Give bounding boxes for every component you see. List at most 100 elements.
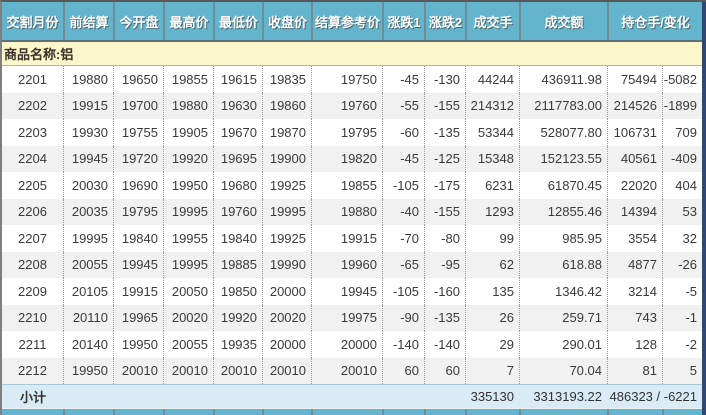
product-name-row: 商品名称:铝: [2, 42, 702, 66]
cell-close: 19990: [262, 251, 311, 278]
subtotal-row: 小计 335130 3313193.22 486323 / -6221: [2, 384, 702, 408]
cell-low: 19680: [213, 172, 262, 199]
cell-change1: -45: [382, 145, 424, 172]
cell-settlement-reference: 19855: [311, 172, 382, 199]
cell-change2: -175: [424, 172, 465, 199]
cell-low: 19920: [213, 304, 262, 331]
cell-high: 19950: [163, 172, 213, 199]
cell-open: 19755: [113, 119, 163, 146]
cell-low: 19630: [213, 92, 262, 119]
cell-change1: -55: [382, 92, 424, 119]
cell-close: 19900: [262, 145, 311, 172]
header-cell-volume: 成交手: [465, 2, 519, 40]
cell-oi-change: -26: [662, 251, 702, 278]
cell-change1: -60: [382, 119, 424, 146]
cell-close: 19860: [262, 92, 311, 119]
cell-change2: -155: [424, 198, 465, 225]
cell-change1: -70: [382, 225, 424, 252]
cell-prev-settlement: 19915: [63, 92, 113, 119]
cell-volume: 135: [465, 278, 519, 305]
cell-high: 19995: [163, 198, 213, 225]
cell-delivery-month: 2212: [18, 363, 47, 379]
strip-segment: [662, 409, 702, 415]
cell-close: 19925: [262, 225, 311, 252]
cell-oi-change: 709: [662, 119, 702, 146]
cell-turnover: 259.71: [519, 304, 607, 331]
cell-oi-change: -5082: [662, 66, 702, 93]
cell-high: 19855: [163, 66, 213, 93]
cell-oi-change: -1: [662, 304, 702, 331]
cell-volume: 7: [465, 357, 519, 384]
cell-open-interest: 106731: [607, 119, 662, 146]
cell-turnover: 2117783.00: [519, 92, 607, 119]
cell-oi-change: 32: [662, 225, 702, 252]
strip-segment: [262, 409, 311, 415]
cell-settlement-reference: 20010: [311, 357, 382, 384]
cell-prev-settlement: 19995: [63, 225, 113, 252]
cell-change2: -135: [424, 304, 465, 331]
cell-prev-settlement: 19945: [63, 145, 113, 172]
cell-change1: -40: [382, 198, 424, 225]
table-row-2209: 2209 20105 19915 20050 19850 20000 19945 -105 -1…: [2, 278, 702, 305]
cell-volume: 53344: [465, 119, 519, 146]
subtotal-volume: 335130: [470, 389, 514, 404]
cell-low: 19850: [213, 278, 262, 305]
table-row-2208: 2208 20055 19945 19995 19885 19990 19960 -65 -95…: [2, 251, 702, 278]
cell-open-interest: 3214: [607, 278, 662, 305]
cell-open-interest: 3554: [607, 225, 662, 252]
cell-delivery-month: 2206: [18, 204, 47, 220]
table-row-2206: 2206 20035 19795 19995 19760 19995 19880 -40 -15…: [2, 198, 702, 225]
cell-low: 19695: [213, 145, 262, 172]
cell-turnover: 70.04: [519, 357, 607, 384]
cell-change2: 60: [424, 357, 465, 384]
cell-prev-settlement: 20035: [63, 198, 113, 225]
cell-oi-change: 5: [662, 357, 702, 384]
header-cell-low: 最低价: [213, 2, 262, 40]
subtotal-turnover: 3313193.22: [533, 389, 602, 404]
next-section-header-strip: [2, 408, 702, 415]
cell-prev-settlement: 19930: [63, 119, 113, 146]
cell-open-interest: 22020: [607, 172, 662, 199]
cell-close: 20000: [262, 278, 311, 305]
cell-open-interest: 743: [607, 304, 662, 331]
cell-close: 19835: [262, 66, 311, 93]
table-row-2203: 2203 19930 19755 19905 19670 19870 19795 -60 -13…: [2, 119, 702, 146]
cell-high: 19880: [163, 92, 213, 119]
cell-turnover: 1346.42: [519, 278, 607, 305]
cell-low: 19935: [213, 331, 262, 358]
cell-high: 19955: [163, 225, 213, 252]
cell-low: 19760: [213, 198, 262, 225]
strip-segment: [465, 409, 519, 415]
cell-oi-change: -5: [662, 278, 702, 305]
cell-volume: 26: [465, 304, 519, 331]
cell-delivery-month: 2202: [18, 98, 47, 114]
cell-oi-change: 53: [662, 198, 702, 225]
cell-turnover: 12855.46: [519, 198, 607, 225]
header-cell-close: 收盘价: [262, 2, 311, 40]
cell-delivery-month: 2203: [18, 124, 47, 140]
cell-open: 19915: [113, 278, 163, 305]
header-cell-change1: 涨跌1: [382, 2, 424, 40]
cell-open: 20010: [113, 357, 163, 384]
table-row-2201: 2201 19880 19650 19855 19615 19835 19750 -45 -13…: [2, 66, 702, 93]
cell-settlement-reference: 19880: [311, 198, 382, 225]
cell-high: 20020: [163, 304, 213, 331]
table-body: 2201 19880 19650 19855 19615 19835 19750 -45 -13…: [2, 66, 702, 384]
cell-volume: 15348: [465, 145, 519, 172]
cell-high: 20055: [163, 331, 213, 358]
cell-prev-settlement: 20140: [63, 331, 113, 358]
vertical-scrollbar[interactable]: [702, 2, 706, 415]
cell-open-interest: 81: [607, 357, 662, 384]
cell-prev-settlement: 19950: [63, 357, 113, 384]
cell-oi-change: -409: [662, 145, 702, 172]
cell-close: 20010: [262, 357, 311, 384]
cell-prev-settlement: 20030: [63, 172, 113, 199]
table-row-2207: 2207 19995 19840 19955 19840 19925 19915 -70 -80…: [2, 225, 702, 252]
cell-open-interest: 4877: [607, 251, 662, 278]
cell-open: 19840: [113, 225, 163, 252]
cell-turnover: 618.88: [519, 251, 607, 278]
cell-high: 20050: [163, 278, 213, 305]
cell-prev-settlement: 20110: [63, 304, 113, 331]
cell-settlement-reference: 19975: [311, 304, 382, 331]
table-row-2202: 2202 19915 19700 19880 19630 19860 19760 -55 -15…: [2, 92, 702, 119]
